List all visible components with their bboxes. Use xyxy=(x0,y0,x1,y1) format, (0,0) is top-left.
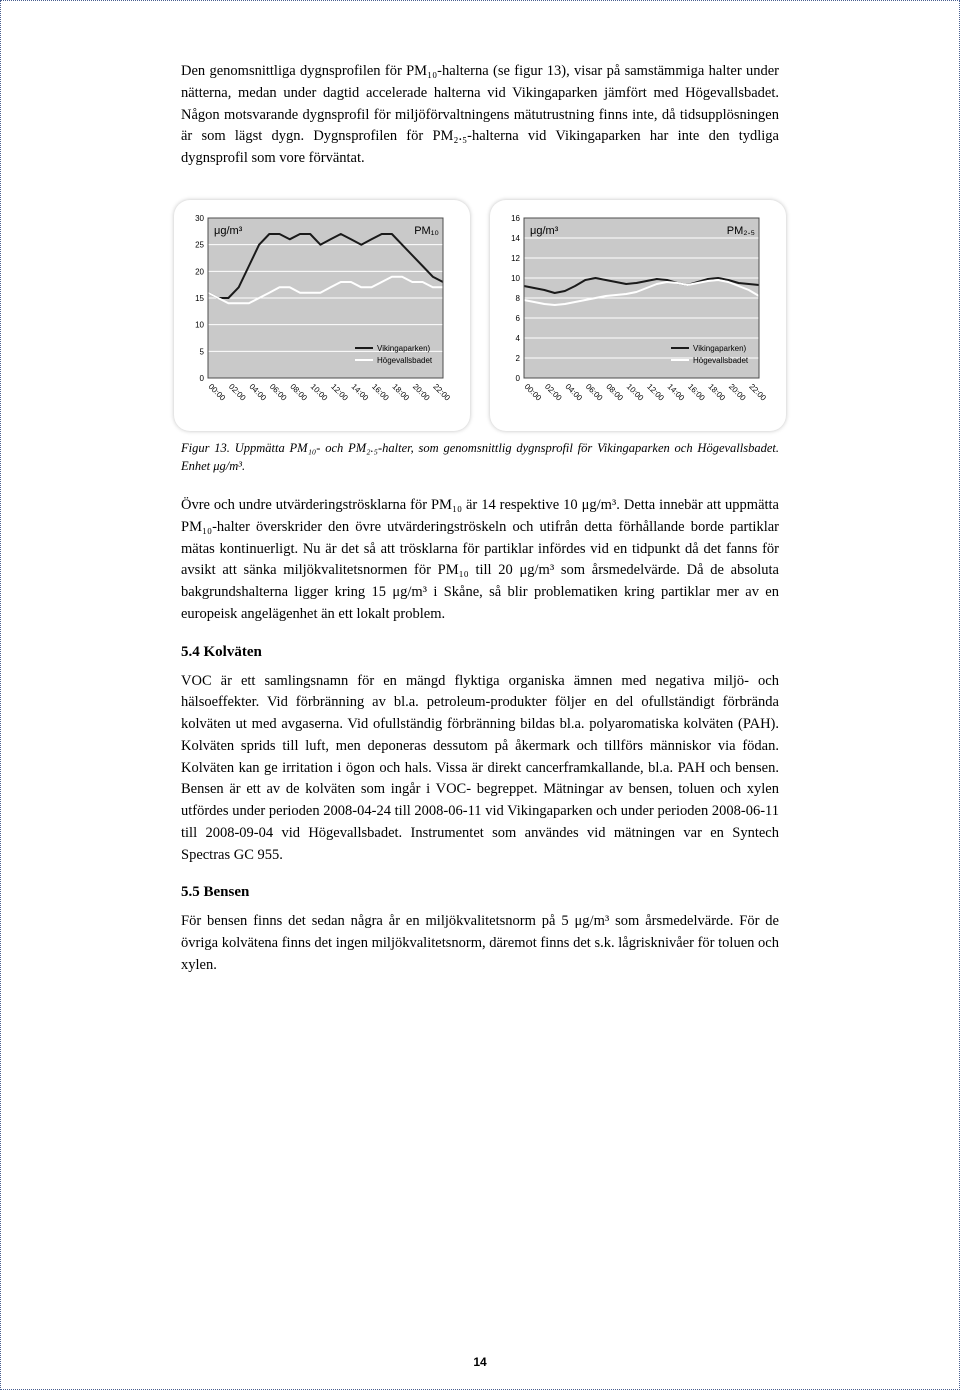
svg-text:22:00: 22:00 xyxy=(747,382,768,403)
svg-text:2: 2 xyxy=(516,354,521,363)
svg-text:30: 30 xyxy=(195,214,204,223)
svg-text:12: 12 xyxy=(511,254,520,263)
paragraph-thresholds: Övre och undre utvärderingströsklarna fö… xyxy=(181,495,779,626)
paragraph-5-5: För bensen finns det sedan några år en m… xyxy=(181,911,779,976)
svg-text:04:00: 04:00 xyxy=(563,382,584,403)
svg-text:02:00: 02:00 xyxy=(227,382,248,403)
svg-text:06:00: 06:00 xyxy=(268,382,289,403)
svg-text:16:00: 16:00 xyxy=(370,382,391,403)
svg-text:PM₁₀: PM₁₀ xyxy=(414,225,439,237)
svg-text:02:00: 02:00 xyxy=(543,382,564,403)
svg-text:08:00: 08:00 xyxy=(288,382,309,403)
svg-text:20: 20 xyxy=(195,267,204,276)
svg-text:10: 10 xyxy=(195,320,204,329)
svg-text:Vikingaparken): Vikingaparken) xyxy=(377,344,431,353)
svg-text:14: 14 xyxy=(511,234,520,243)
paragraph-5-4: VOC är ett samlingsnamn för en mängd fly… xyxy=(181,671,779,867)
chart-pm25-svg: 0 2 4 6 8 10 12 14 16 00:0002:0004:0006:0008:0010… xyxy=(498,210,778,425)
svg-text:04:00: 04:00 xyxy=(247,382,268,403)
svg-text:06:00: 06:00 xyxy=(584,382,605,403)
svg-text:18:00: 18:00 xyxy=(390,382,411,403)
svg-text:5: 5 xyxy=(200,347,205,356)
svg-text:14:00: 14:00 xyxy=(350,382,371,403)
page-number: 14 xyxy=(1,1355,959,1369)
svg-text:15: 15 xyxy=(195,294,204,303)
svg-text:16: 16 xyxy=(511,214,520,223)
svg-text:18:00: 18:00 xyxy=(706,382,727,403)
svg-text:08:00: 08:00 xyxy=(604,382,625,403)
figure-caption: Figur 13. Uppmätta PM₁₀- och PM₂.₅-halte… xyxy=(181,439,779,475)
svg-text:6: 6 xyxy=(516,314,521,323)
svg-text:0: 0 xyxy=(516,374,521,383)
svg-text:Vikingaparken): Vikingaparken) xyxy=(693,344,747,353)
svg-text:00:00: 00:00 xyxy=(207,382,228,403)
svg-text:12:00: 12:00 xyxy=(645,382,666,403)
svg-text:10:00: 10:00 xyxy=(309,382,330,403)
svg-text:PM₂.₅: PM₂.₅ xyxy=(727,225,755,237)
intro-paragraph: Den genomsnittliga dygnsprofilen för PM₁… xyxy=(181,61,779,170)
svg-text:20:00: 20:00 xyxy=(727,382,748,403)
svg-text:μg/m³: μg/m³ xyxy=(214,225,243,237)
svg-text:8: 8 xyxy=(516,294,521,303)
svg-text:4: 4 xyxy=(516,334,521,343)
chart-pm25-panel: 0 2 4 6 8 10 12 14 16 00:0002:0004:0006:0008:0010… xyxy=(490,200,786,431)
chart-pm10-panel: 0 5 10 15 20 25 30 00:0002:0004:0006:0008:0010:… xyxy=(174,200,470,431)
svg-text:00:00: 00:00 xyxy=(523,382,544,403)
svg-text:16:00: 16:00 xyxy=(686,382,707,403)
charts-row: 05101520253000:0002:0004:0006:0008:0010:… xyxy=(181,200,779,431)
svg-text:12:00: 12:00 xyxy=(329,382,350,403)
svg-text:14:00: 14:00 xyxy=(666,382,687,403)
svg-text:0: 0 xyxy=(200,374,205,383)
heading-5-5: 5.5 Bensen xyxy=(181,884,779,901)
svg-text:20:00: 20:00 xyxy=(411,382,432,403)
svg-text:Högevallsbadet: Högevallsbadet xyxy=(693,356,749,365)
svg-text:μg/m³: μg/m³ xyxy=(530,225,559,237)
chart-pm10-svg: 0 5 10 15 20 25 30 00:0002:0004:0006:0008:0010:… xyxy=(182,210,462,425)
svg-text:22:00: 22:00 xyxy=(431,382,452,403)
svg-text:10: 10 xyxy=(511,274,520,283)
svg-text:10:00: 10:00 xyxy=(625,382,646,403)
heading-5-4: 5.4 Kolväten xyxy=(181,644,779,661)
svg-text:Högevallsbadet: Högevallsbadet xyxy=(377,356,433,365)
svg-text:25: 25 xyxy=(195,240,204,249)
